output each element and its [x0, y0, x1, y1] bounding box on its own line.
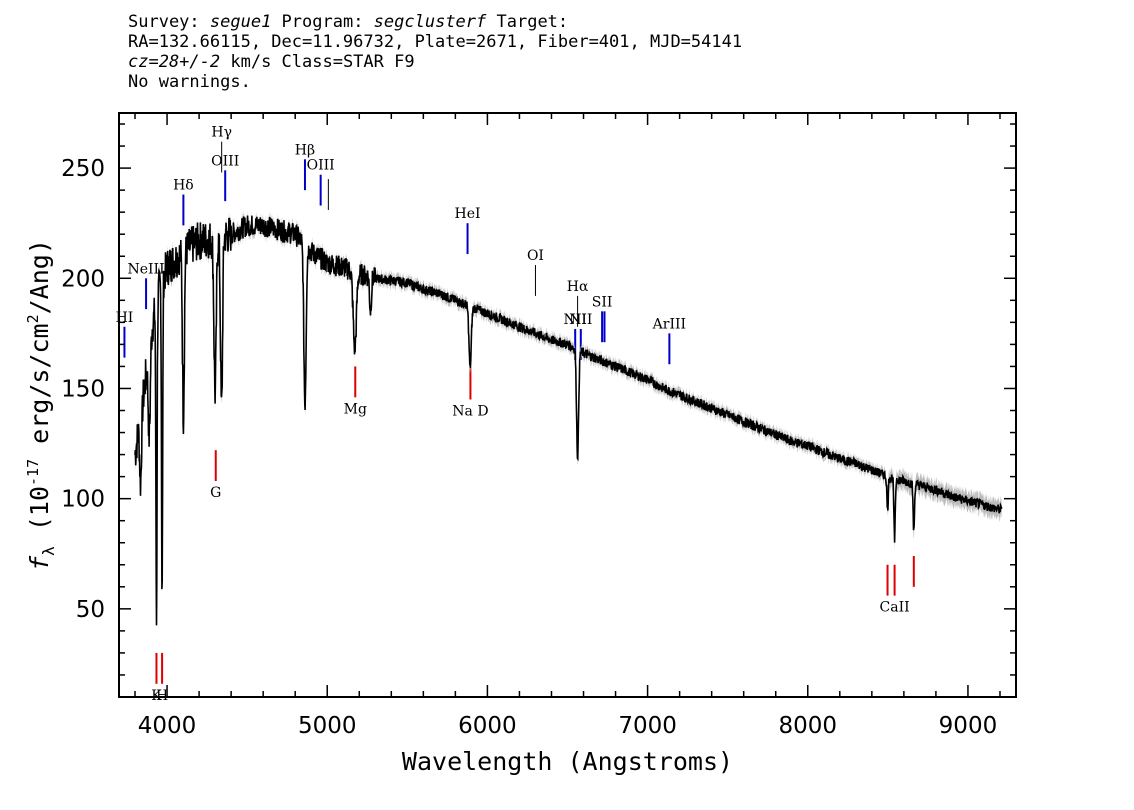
y-tick-label: 200	[61, 266, 105, 292]
spectral-line-label: Hα	[567, 279, 589, 295]
spectral-line-label: NII	[569, 312, 592, 328]
spectral-line-label: H	[156, 688, 168, 704]
x-tick-label: 9000	[939, 713, 998, 739]
flux-error-band	[135, 210, 1002, 631]
y-axis-label-exp2: 2	[24, 314, 42, 323]
y-axis-label-f: f	[25, 555, 54, 571]
target-label: Target:	[486, 12, 569, 32]
spectral-line-label: Hβ	[295, 142, 315, 158]
tick-layer: 4000 5000 6000 7000 8000 9000 50 100 150 200 250	[61, 113, 1016, 739]
spectral-line-label: ArIII	[652, 316, 686, 332]
spectral-line-label: SII	[592, 294, 613, 310]
survey-value: segue1	[209, 12, 272, 32]
spectral-line-label: Mg	[344, 401, 367, 417]
header-line-4: No warnings.	[128, 72, 251, 92]
header-line-3: cz=28+/-2 km/s Class=STAR F9	[128, 52, 1108, 72]
y-axis-label-part1: (10	[25, 486, 54, 546]
spectral-line-label: OIII	[307, 158, 335, 174]
x-tick-label: 8000	[778, 713, 837, 739]
y-tick-label: 250	[61, 156, 105, 182]
line-marker-layer: HINeIIIHδHγOIIIHβOIIIHeIOINIIHαNIISIIArI…	[116, 125, 915, 704]
flux-spectrum-line	[134, 215, 1003, 626]
y-axis-label: fλ (10-17 erg/s/cm2/Ang)	[24, 239, 58, 571]
y-axis-label-exp1: -17	[24, 459, 42, 486]
spectral-line-label: CaII	[880, 600, 910, 616]
error-band-layer	[135, 210, 1002, 631]
y-axis-label-part2: erg/s/cm	[25, 323, 54, 458]
y-axis-label-part3: /Ang)	[25, 239, 54, 314]
spectral-line-label: OIII	[211, 153, 239, 169]
spectral-line-label: K	[151, 688, 162, 704]
x-tick-label: 6000	[458, 713, 517, 739]
spectral-line-label: NeIII	[127, 261, 164, 277]
survey-label: Survey:	[128, 12, 210, 32]
y-tick-label: 150	[61, 376, 105, 402]
x-tick-label: 4000	[138, 713, 197, 739]
program-value: segclusterf	[373, 12, 487, 32]
y-tick-label: 100	[61, 487, 105, 513]
redshift-value: cz=28+/-2	[128, 52, 221, 72]
x-tick-label: 7000	[618, 713, 677, 739]
program-label: Program:	[271, 12, 374, 32]
spectrum-header: Survey: segue1 Program: segclusterf Targ…	[128, 12, 1108, 92]
spectral-line-label: NII	[564, 312, 587, 328]
header-line-2: RA=132.66115, Dec=11.96732, Plate=2671, …	[128, 32, 743, 52]
y-axis-label-sub: λ	[39, 546, 58, 556]
spectral-line-label: Hδ	[173, 178, 194, 194]
spectrum-layer	[134, 215, 1003, 626]
x-tick-label: 5000	[298, 713, 357, 739]
x-axis-label: Wavelength (Angstroms)	[402, 747, 733, 776]
class-value: km/s Class=STAR F9	[220, 52, 415, 72]
spectral-line-label: Na D	[452, 403, 488, 419]
header-line-1: Survey: segue1 Program: segclusterf Targ…	[128, 12, 1108, 32]
y-tick-label: 50	[76, 597, 105, 623]
spectral-line-label: Hγ	[211, 125, 232, 141]
spectral-line-label: HeI	[455, 206, 481, 222]
spectral-line-label: G	[210, 485, 221, 501]
spectral-line-label: OI	[527, 248, 544, 264]
plot-frame	[118, 112, 1017, 698]
